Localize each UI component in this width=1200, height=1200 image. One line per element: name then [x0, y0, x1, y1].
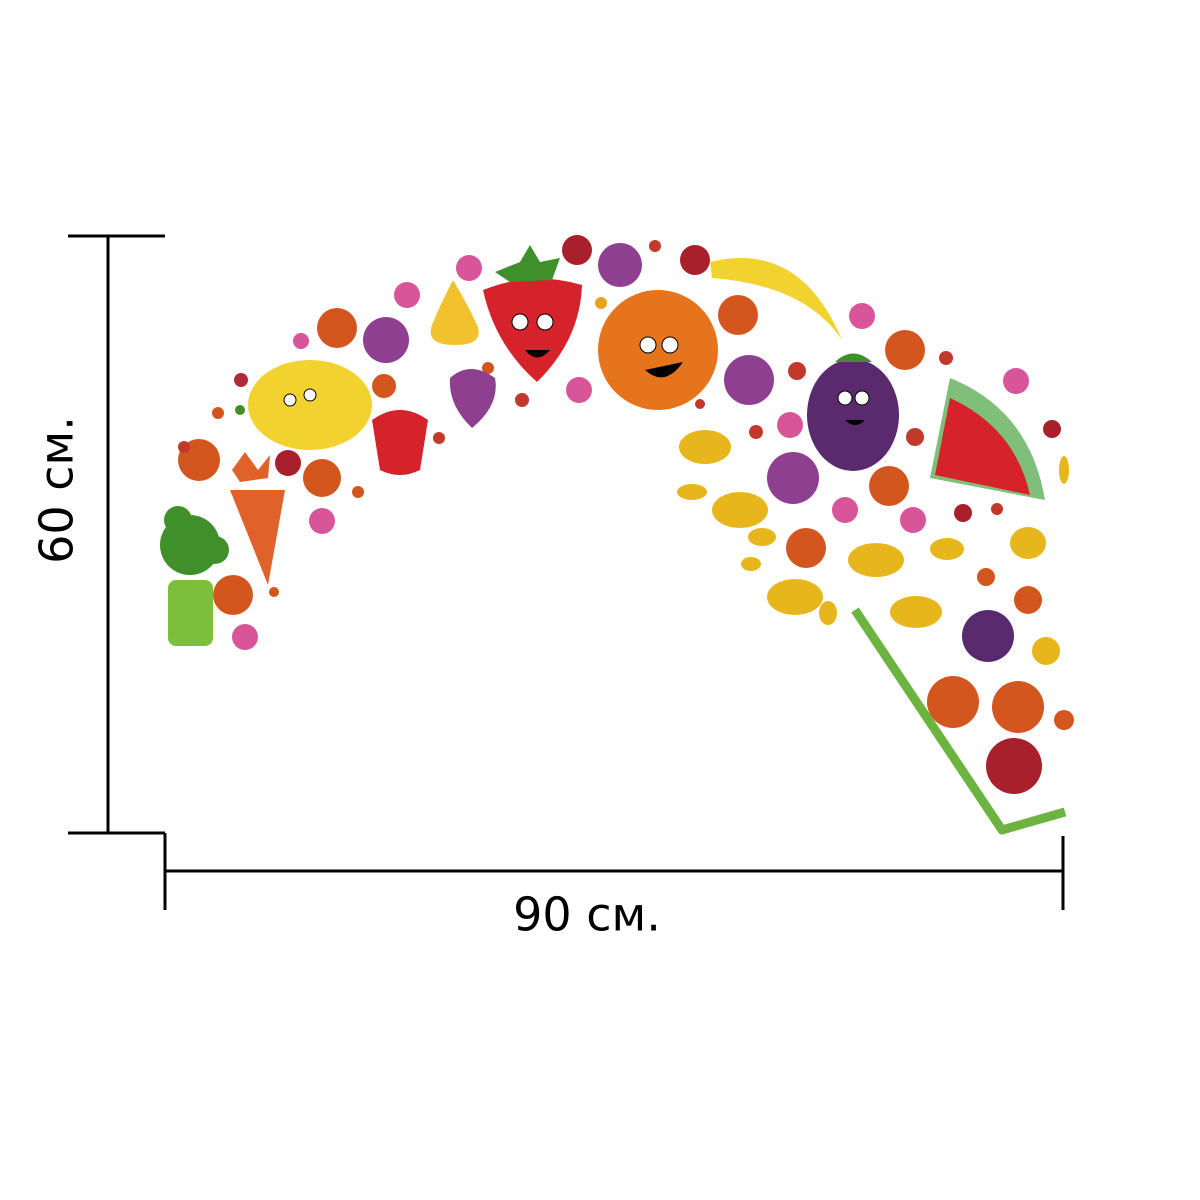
decoration	[680, 245, 710, 275]
decoration	[232, 624, 258, 650]
decoration	[788, 362, 806, 380]
decoration	[536, 313, 554, 331]
decoration	[819, 601, 837, 625]
decoration	[1054, 710, 1074, 730]
decoration	[767, 579, 823, 615]
decoration	[710, 258, 842, 340]
decoration	[645, 362, 683, 378]
decoration	[991, 503, 1003, 515]
decoration	[927, 676, 979, 728]
height-label: 60 см.	[30, 416, 84, 564]
decoration	[712, 492, 768, 528]
decoration	[854, 390, 870, 406]
decoration	[807, 359, 899, 471]
decoration	[562, 235, 592, 265]
decoration	[515, 393, 529, 407]
decoration	[168, 580, 213, 646]
decoration	[777, 412, 803, 438]
decoration	[900, 507, 926, 533]
decoration	[851, 607, 1067, 835]
decoration	[430, 280, 479, 345]
fruit-arc	[160, 235, 1074, 835]
decoration	[869, 466, 909, 506]
width-label: 90 см.	[513, 888, 661, 942]
decoration	[201, 536, 229, 564]
decoration	[1032, 637, 1060, 665]
decoration	[1010, 527, 1046, 559]
decoration	[786, 528, 826, 568]
decoration	[977, 568, 995, 586]
decoration	[1059, 456, 1069, 484]
decoration	[234, 373, 248, 387]
decoration	[930, 538, 964, 560]
decoration	[986, 738, 1042, 794]
decoration	[235, 405, 245, 415]
decoration	[352, 486, 364, 498]
decoration	[525, 350, 550, 358]
decoration	[230, 490, 285, 585]
decoration	[724, 355, 774, 405]
decoration	[935, 398, 1030, 495]
decoration	[748, 528, 776, 546]
decoration	[848, 543, 904, 577]
decoration	[679, 430, 731, 464]
decoration	[394, 282, 420, 308]
decoration	[649, 240, 661, 252]
decoration	[372, 410, 428, 475]
decoration	[1014, 586, 1042, 614]
decoration	[749, 425, 763, 439]
decoration	[845, 420, 865, 425]
decoration	[1043, 420, 1061, 438]
decoration	[639, 336, 657, 354]
decoration	[661, 336, 679, 354]
decoration	[213, 575, 253, 615]
decoration	[372, 374, 396, 398]
decoration	[303, 459, 341, 497]
decoration	[456, 255, 482, 281]
decoration	[232, 452, 270, 482]
decoration	[906, 428, 924, 446]
decoration	[767, 452, 819, 504]
decoration	[849, 303, 875, 329]
decoration	[595, 297, 607, 309]
decoration	[837, 390, 853, 406]
decoration	[433, 432, 445, 444]
decoration	[718, 295, 758, 335]
decoration	[885, 330, 925, 370]
decoration	[212, 407, 224, 419]
decoration	[449, 369, 496, 428]
decoration	[566, 377, 592, 403]
decoration	[695, 399, 705, 409]
decoration	[283, 393, 297, 407]
decoration	[835, 353, 872, 362]
decoration	[164, 506, 192, 534]
decoration	[495, 245, 560, 282]
decoration	[677, 484, 707, 500]
decoration	[269, 587, 279, 597]
decoration	[511, 313, 529, 331]
decoration	[954, 504, 972, 522]
decoration	[317, 308, 357, 348]
decoration	[483, 278, 582, 382]
decoration	[598, 290, 718, 410]
decoration	[741, 557, 761, 571]
decoration	[832, 497, 858, 523]
decoration	[939, 351, 953, 365]
decoration	[293, 333, 309, 349]
decoration	[482, 362, 494, 374]
decoration	[303, 388, 317, 402]
decoration	[309, 508, 335, 534]
decoration	[598, 243, 642, 287]
decoration	[248, 360, 372, 450]
decoration	[363, 317, 409, 363]
decoration	[178, 441, 190, 453]
decoration	[275, 450, 301, 476]
decoration	[962, 610, 1014, 662]
decoration	[992, 681, 1044, 733]
decoration	[890, 596, 942, 628]
decoration	[1003, 368, 1029, 394]
